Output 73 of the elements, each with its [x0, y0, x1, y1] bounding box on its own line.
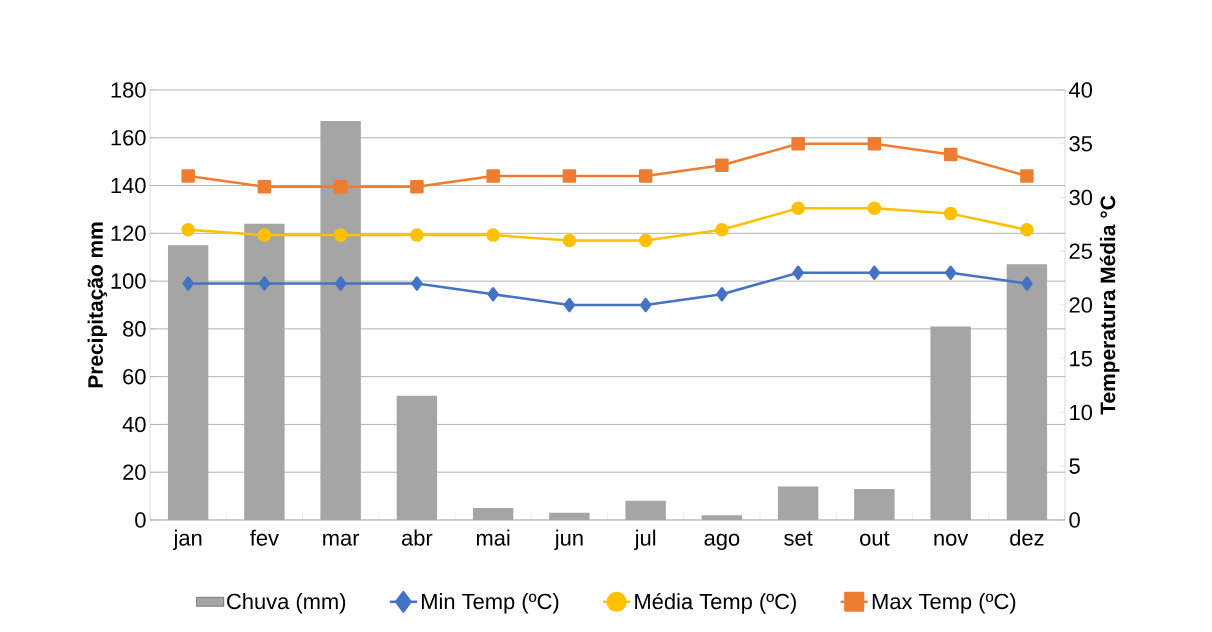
point — [181, 169, 195, 183]
x-tick-label: mar — [323, 533, 360, 546]
y-tick-label: 80 — [123, 321, 146, 337]
x-tick-label: mai — [476, 529, 510, 546]
point — [410, 228, 424, 242]
point — [333, 228, 348, 242]
point — [715, 158, 729, 172]
x-tick-label: nov — [934, 533, 969, 546]
point — [792, 265, 804, 280]
point — [334, 276, 347, 291]
y-tick-label: 0 — [135, 512, 146, 528]
y2-tick-label: 10 — [1070, 404, 1093, 421]
y-tick-label: 120 — [111, 225, 146, 242]
x-tick-label: fev — [250, 529, 279, 546]
point — [639, 297, 652, 313]
x-tick-label: set — [784, 531, 813, 546]
point — [868, 265, 881, 280]
legend-label: Média Temp (ºC) — [635, 592, 796, 614]
y-tick-label: 40 — [122, 416, 146, 433]
y2-tick-label: 0 — [1069, 512, 1080, 528]
point — [1021, 276, 1033, 291]
x-tick-label: jan — [172, 529, 202, 551]
point — [181, 222, 195, 237]
x-tick-label: dez — [1010, 529, 1044, 546]
point — [944, 265, 957, 280]
y2-tick-label: 35 — [1069, 135, 1092, 152]
x-tick-label: jun — [554, 529, 583, 551]
point — [487, 286, 499, 302]
point — [410, 179, 424, 194]
y2-tick-label: 15 — [1070, 351, 1092, 367]
y2-axis-title: Temperatura Média °C — [1099, 195, 1120, 415]
point — [563, 297, 576, 313]
y-tick-label: 140 — [111, 177, 146, 194]
point — [257, 179, 272, 194]
y2-tick-label: 30 — [1069, 189, 1093, 206]
x-tick-label: out — [860, 531, 890, 546]
y-tick-label: 160 — [111, 129, 146, 146]
point — [943, 147, 958, 162]
point — [562, 169, 577, 183]
point — [1020, 169, 1034, 183]
point — [486, 169, 500, 183]
point — [562, 233, 577, 248]
point — [867, 201, 882, 215]
point — [257, 228, 272, 242]
y-tick-label: 180 — [111, 82, 146, 98]
x-tick-label: jul — [634, 529, 656, 551]
x-tick-label: ago — [704, 533, 740, 551]
point — [411, 276, 423, 291]
point — [258, 276, 271, 291]
point — [486, 228, 500, 242]
point — [1020, 222, 1034, 237]
point — [638, 233, 653, 248]
point — [791, 201, 805, 215]
y-tick-label: 20 — [123, 464, 146, 480]
x-tick-label: abr — [401, 529, 433, 546]
legend-label: Min Temp (ºC) — [422, 593, 559, 614]
y2-tick-label: 5 — [1069, 458, 1080, 474]
point — [716, 286, 728, 302]
y-axis-title: Precipitação mm — [87, 222, 108, 388]
y2-tick-label: 25 — [1069, 243, 1092, 259]
y-tick-label: 60 — [123, 368, 146, 385]
point — [867, 136, 882, 151]
legend-label: Chuva (mm) — [227, 593, 346, 614]
point — [333, 179, 348, 194]
point — [943, 206, 958, 221]
y2-tick-label: 20 — [1069, 297, 1093, 313]
point — [638, 169, 653, 183]
point — [715, 222, 729, 237]
point — [791, 136, 805, 151]
y2-tick-label: 40 — [1069, 82, 1093, 98]
legend-label: Max Temp (ºC) — [872, 593, 1016, 614]
y-tick-label: 100 — [111, 273, 146, 289]
point — [182, 276, 194, 291]
